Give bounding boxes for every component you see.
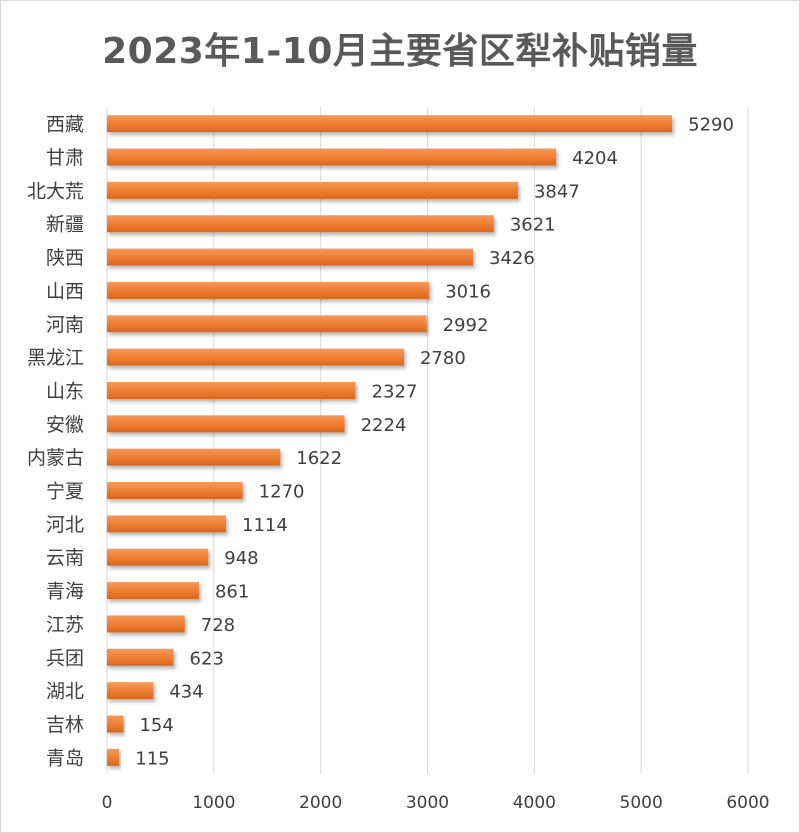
data-label: 3426 bbox=[489, 248, 535, 269]
data-label: 623 bbox=[190, 648, 224, 669]
bar bbox=[107, 415, 345, 433]
category-label: 湖北 bbox=[46, 681, 84, 703]
category-label: 河南 bbox=[46, 314, 84, 336]
x-tick-label: 4000 bbox=[513, 793, 556, 813]
bar bbox=[107, 215, 494, 233]
bar bbox=[107, 348, 404, 366]
bar bbox=[107, 715, 124, 733]
bar bbox=[107, 315, 427, 333]
data-label: 861 bbox=[215, 582, 249, 603]
category-label: 江苏 bbox=[46, 614, 84, 636]
category-label: 西藏 bbox=[46, 114, 84, 136]
chart-title: 2023年1-10月主要省区犁补贴销量 bbox=[102, 31, 698, 72]
data-label: 154 bbox=[139, 715, 173, 736]
category-label: 兵团 bbox=[46, 647, 84, 669]
category-label: 青岛 bbox=[46, 747, 84, 769]
data-label: 2992 bbox=[443, 315, 489, 336]
category-label: 山东 bbox=[46, 380, 84, 402]
data-label: 1270 bbox=[259, 482, 305, 503]
data-label: 4204 bbox=[572, 148, 618, 169]
bars bbox=[107, 115, 673, 766]
bar bbox=[107, 548, 209, 566]
category-label: 北大荒 bbox=[27, 180, 84, 202]
category-label: 河北 bbox=[46, 514, 84, 536]
data-label: 728 bbox=[201, 615, 235, 636]
category-label: 吉林 bbox=[46, 714, 84, 736]
bar bbox=[107, 148, 557, 166]
data-label: 434 bbox=[169, 682, 203, 703]
data-label: 1114 bbox=[242, 515, 288, 536]
data-label: 948 bbox=[224, 548, 258, 569]
bar bbox=[107, 281, 430, 299]
category-label: 内蒙古 bbox=[27, 447, 84, 469]
data-label: 3621 bbox=[510, 215, 556, 236]
data-label: 3016 bbox=[445, 281, 491, 302]
bar bbox=[107, 482, 243, 500]
bar bbox=[107, 682, 154, 700]
data-label: 2780 bbox=[420, 348, 466, 369]
category-label: 新疆 bbox=[46, 214, 84, 236]
bar bbox=[107, 448, 281, 466]
data-label: 115 bbox=[135, 748, 169, 769]
category-label: 云南 bbox=[46, 547, 84, 569]
gridlines bbox=[106, 107, 749, 774]
bar bbox=[107, 381, 356, 399]
x-tick-label: 3000 bbox=[406, 793, 449, 813]
category-label: 山西 bbox=[46, 280, 84, 302]
bar bbox=[107, 648, 174, 666]
data-label: 3847 bbox=[534, 181, 580, 202]
category-label: 青海 bbox=[46, 581, 84, 603]
category-label: 黑龙江 bbox=[27, 347, 84, 369]
data-label: 2327 bbox=[372, 381, 418, 402]
category-label: 安徽 bbox=[46, 414, 84, 436]
x-tick-label: 0 bbox=[102, 793, 113, 813]
bar bbox=[107, 582, 199, 600]
x-tick-label: 2000 bbox=[299, 793, 342, 813]
x-tick-label: 5000 bbox=[620, 793, 663, 813]
bar bbox=[107, 181, 518, 199]
data-label: 1622 bbox=[296, 448, 342, 469]
labels: 0 1000 2000 3000 4000 5000 6000 西藏 5290 甘肃 4204 北大荒… bbox=[27, 114, 770, 813]
data-label: 5290 bbox=[688, 115, 734, 136]
bar bbox=[107, 115, 673, 133]
bar bbox=[107, 515, 227, 533]
category-label: 宁夏 bbox=[46, 481, 84, 503]
bar bbox=[107, 748, 120, 766]
data-label: 2224 bbox=[361, 415, 407, 436]
bar bbox=[107, 615, 185, 633]
x-tick-label: 6000 bbox=[726, 793, 769, 813]
category-label: 陕西 bbox=[46, 247, 84, 269]
x-tick-label: 1000 bbox=[192, 793, 235, 813]
bar bbox=[107, 248, 474, 266]
category-label: 甘肃 bbox=[46, 147, 84, 169]
